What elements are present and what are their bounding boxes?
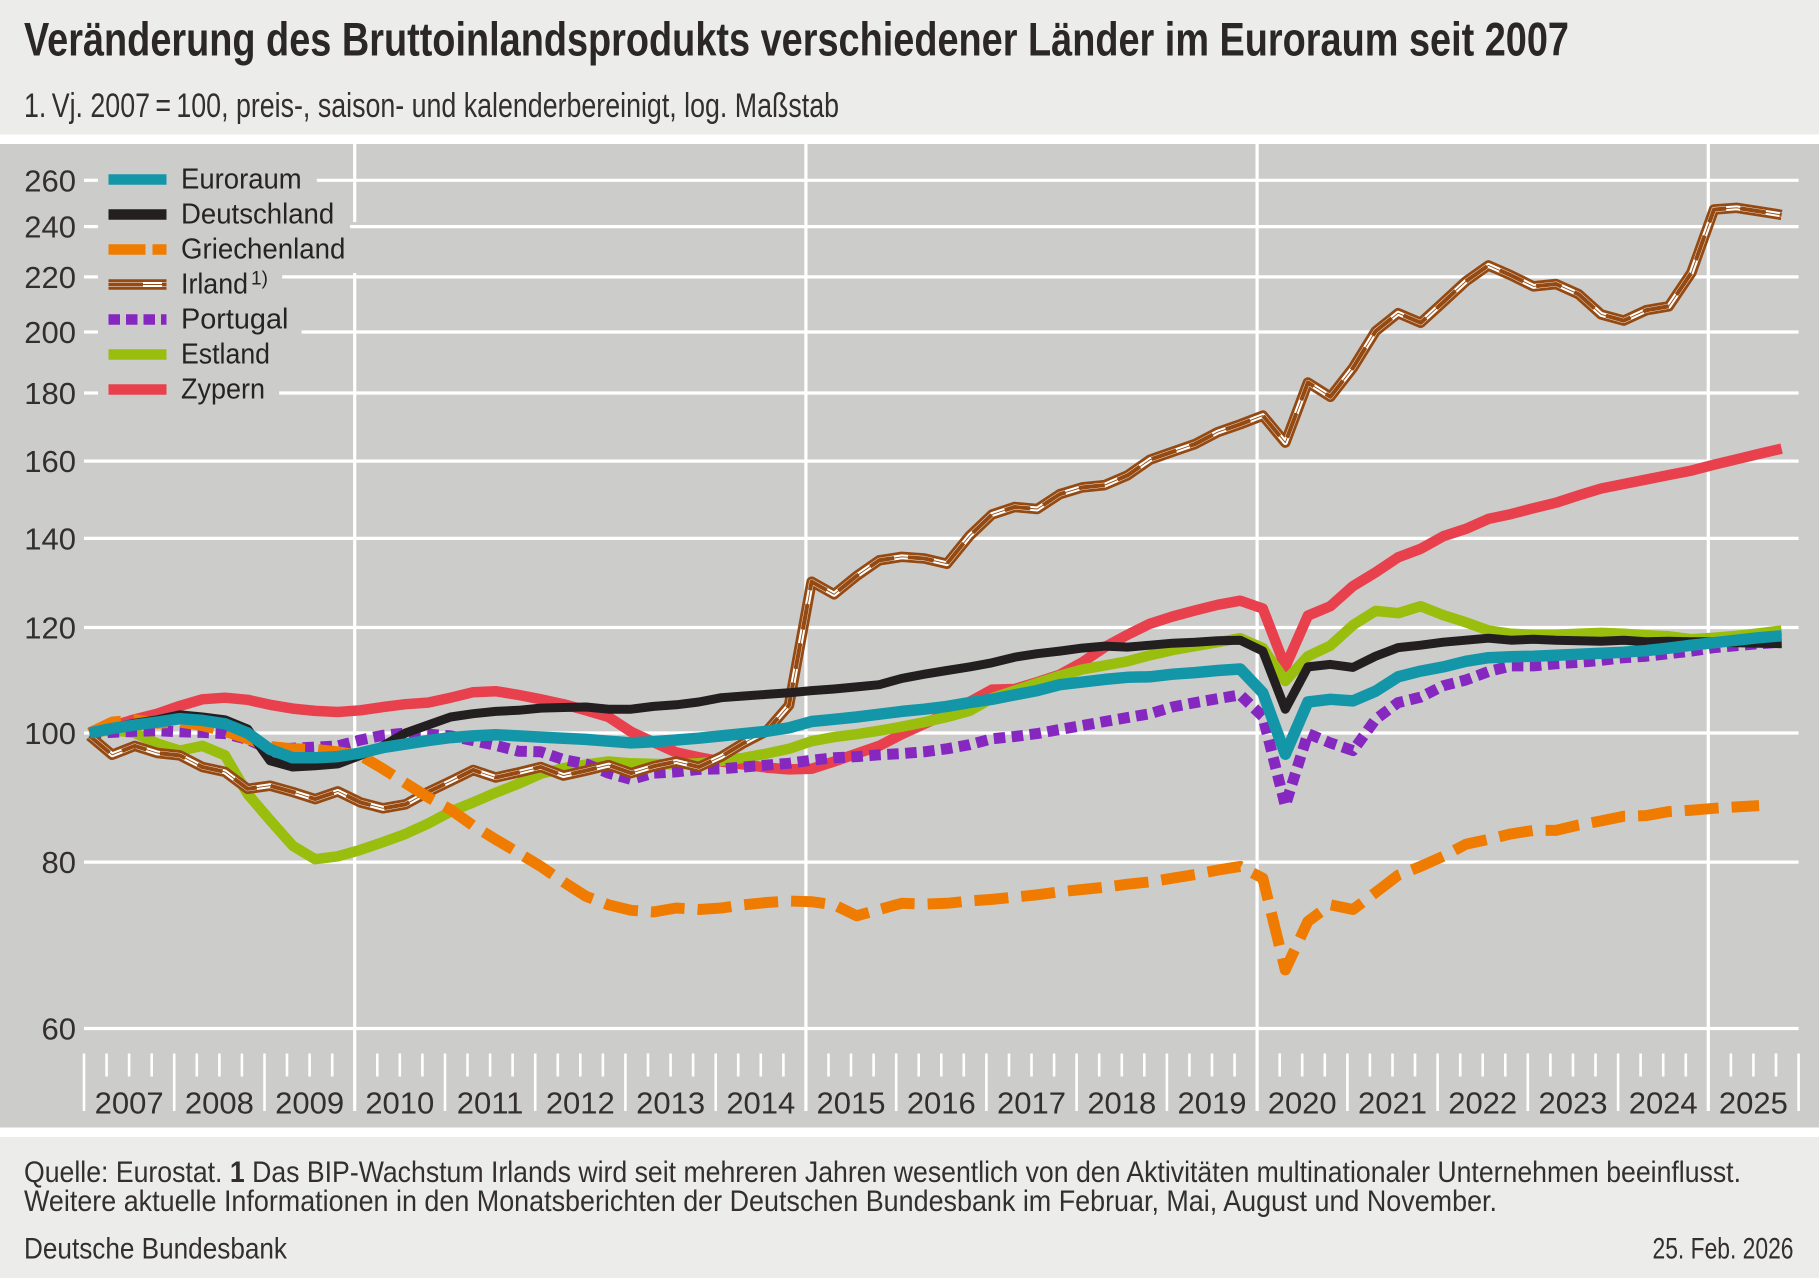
svg-text:2022: 2022 xyxy=(1448,1086,1517,1121)
svg-text:180: 180 xyxy=(24,376,76,411)
svg-text:2012: 2012 xyxy=(546,1086,615,1121)
svg-text:200: 200 xyxy=(24,315,76,350)
svg-text:260: 260 xyxy=(24,163,76,198)
svg-text:Quelle: Eurostat. 1 Das BIP-Wa: Quelle: Eurostat. 1 Das BIP-Wachstum Irl… xyxy=(24,1156,1741,1189)
svg-text:100: 100 xyxy=(24,716,76,751)
svg-text:2010: 2010 xyxy=(365,1086,434,1121)
svg-text:25. Feb. 2026: 25. Feb. 2026 xyxy=(1653,1233,1794,1266)
svg-text:60: 60 xyxy=(42,1012,76,1047)
svg-text:Zypern: Zypern xyxy=(181,374,265,406)
svg-text:120: 120 xyxy=(24,611,76,646)
svg-text:2008: 2008 xyxy=(185,1086,254,1121)
svg-text:2011: 2011 xyxy=(457,1086,524,1121)
svg-text:1. Vj. 2007 = 100, preis-, sai: 1. Vj. 2007 = 100, preis-, saison- und k… xyxy=(24,87,839,125)
svg-text:80: 80 xyxy=(42,845,76,880)
svg-text:160: 160 xyxy=(24,444,76,479)
svg-text:Deutsche Bundesbank: Deutsche Bundesbank xyxy=(24,1233,287,1266)
svg-text:Portugal: Portugal xyxy=(181,304,288,336)
svg-text:2025: 2025 xyxy=(1719,1086,1788,1121)
svg-text:2021: 2021 xyxy=(1358,1086,1427,1121)
svg-text:Irland: Irland xyxy=(181,269,248,301)
svg-text:2023: 2023 xyxy=(1539,1086,1608,1121)
svg-text:2014: 2014 xyxy=(726,1086,795,1121)
svg-text:2013: 2013 xyxy=(636,1086,705,1121)
svg-text:Weitere aktuelle Informationen: Weitere aktuelle Informationen in den Mo… xyxy=(24,1185,1497,1218)
svg-text:Euroraum: Euroraum xyxy=(181,164,302,196)
svg-text:2009: 2009 xyxy=(275,1086,344,1121)
svg-text:1): 1) xyxy=(251,269,268,290)
svg-text:220: 220 xyxy=(24,260,76,295)
svg-text:Veränderung des Bruttoinlandsp: Veränderung des Bruttoinlandsprodukts ve… xyxy=(24,13,1569,66)
svg-text:2019: 2019 xyxy=(1178,1086,1247,1121)
svg-text:Estland: Estland xyxy=(181,339,270,371)
svg-text:2016: 2016 xyxy=(907,1086,976,1121)
svg-text:2007: 2007 xyxy=(95,1086,164,1121)
svg-text:Griechenland: Griechenland xyxy=(181,234,345,266)
svg-text:140: 140 xyxy=(24,521,76,556)
svg-text:2024: 2024 xyxy=(1629,1086,1698,1121)
svg-text:240: 240 xyxy=(24,210,76,245)
svg-text:2018: 2018 xyxy=(1087,1086,1156,1121)
svg-text:2017: 2017 xyxy=(997,1086,1066,1121)
svg-text:2015: 2015 xyxy=(817,1086,886,1121)
svg-text:Deutschland: Deutschland xyxy=(181,199,334,231)
svg-text:2020: 2020 xyxy=(1268,1086,1337,1121)
